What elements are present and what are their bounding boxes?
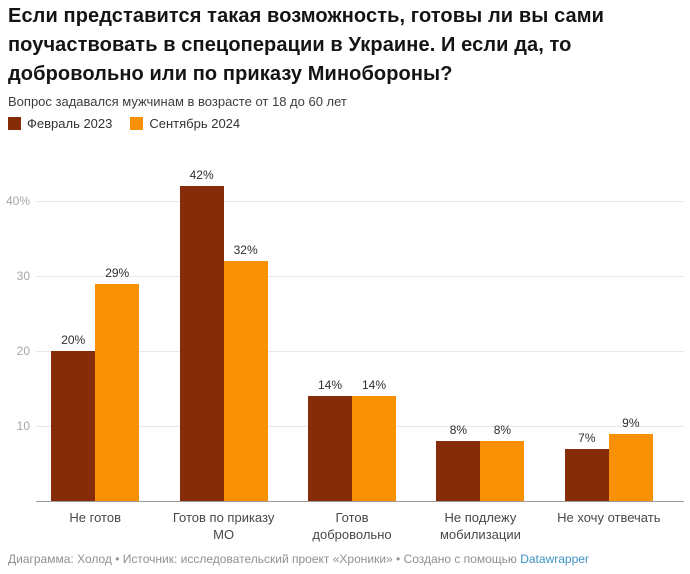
datawrapper-link[interactable]: Datawrapper	[520, 552, 589, 566]
y-tick-label: 20	[16, 344, 30, 358]
legend-item-1: Сентябрь 2024	[130, 116, 240, 131]
bar-column: 8%	[480, 423, 525, 501]
category-axis: Не готов Готов по приказу МО Готов доброво…	[31, 509, 673, 543]
bar-column: 32%	[223, 243, 268, 501]
chart-subtitle: Вопрос задавался мужчинам в возрасте от …	[8, 94, 347, 109]
bar-series-1-cat-1	[223, 261, 268, 501]
legend-swatch	[8, 117, 21, 130]
category-label: Не готов	[69, 510, 121, 525]
bar-group-0: 20% 29%	[31, 265, 159, 501]
bar-chart: 10 20 30 40% 20% 29% 42% 32% 14% 14% 8% 8% 7% 9%	[0, 150, 690, 502]
legend: Февраль 2023 Сентябрь 2024	[8, 116, 240, 131]
gridline	[36, 201, 684, 202]
legend-label: Февраль 2023	[27, 116, 113, 131]
bar-series-0-cat-4	[564, 448, 609, 501]
bar-column: 8%	[436, 423, 481, 501]
bar-column: 42%	[179, 168, 224, 501]
bar-series-1-cat-0	[95, 283, 140, 501]
bar-column: 14%	[352, 378, 397, 501]
y-tick-label: 40%	[5, 194, 30, 208]
bar-group-1: 42% 32%	[159, 168, 287, 501]
bar-value-label: 8%	[493, 423, 512, 437]
bar-value-label: 7%	[578, 430, 596, 445]
bar-column: 20%	[51, 333, 96, 501]
bar-value-label: 29%	[105, 265, 130, 280]
bar-column: 29%	[95, 265, 140, 501]
legend-swatch	[130, 117, 144, 130]
gridline	[36, 351, 684, 352]
bar-column: 7%	[564, 430, 609, 501]
category-label: Готов по приказу МО	[172, 510, 275, 542]
bar-value-label: 8%	[449, 423, 468, 437]
y-tick-label: 30	[16, 269, 30, 283]
legend-label: Сентябрь 2024	[149, 116, 241, 131]
bar-value-label: 14%	[318, 378, 343, 392]
bar-value-label: 42%	[189, 168, 214, 182]
bar-value-label: 20%	[61, 333, 86, 347]
gridline	[36, 276, 684, 277]
bar-series-1-cat-4	[608, 433, 653, 501]
legend-item-0: Февраль 2023	[8, 116, 112, 131]
bar-series-0-cat-1	[179, 186, 224, 501]
footer-attribution-text: Диаграмма: Холод • Источник: исследовате…	[8, 552, 521, 566]
bar-series-0-cat-2	[308, 396, 353, 501]
bar-group-4: 7% 9%	[545, 415, 673, 501]
category-label: Не подлежу мобилизации	[439, 510, 521, 542]
bar-series-1-cat-3	[480, 441, 525, 501]
y-tick-label: 10	[16, 419, 30, 433]
bar-column: 14%	[308, 378, 353, 501]
bar-group-2: 14% 14%	[288, 378, 416, 501]
category-label: Готов добровольно	[312, 510, 392, 542]
bar-value-label: 14%	[362, 378, 387, 392]
bar-group-3: 8% 8%	[416, 423, 544, 501]
bar-value-label: 32%	[233, 243, 258, 257]
bar-series-0-cat-3	[436, 441, 481, 501]
bar-value-label: 9%	[622, 415, 640, 430]
chart-footer: Диаграмма: Холод • Источник: исследовате…	[8, 552, 589, 566]
chart-title: Если представится такая возможность, гот…	[8, 5, 605, 85]
bar-series-0-cat-0	[51, 351, 96, 501]
category-label: Не хочу отвечать	[557, 510, 661, 525]
plot-area: 20% 29% 42% 32% 14% 14% 8% 8% 7% 9%	[31, 150, 673, 501]
bar-series-1-cat-2	[352, 396, 397, 501]
x-axis-line	[36, 501, 684, 502]
bar-column: 9%	[608, 415, 653, 501]
